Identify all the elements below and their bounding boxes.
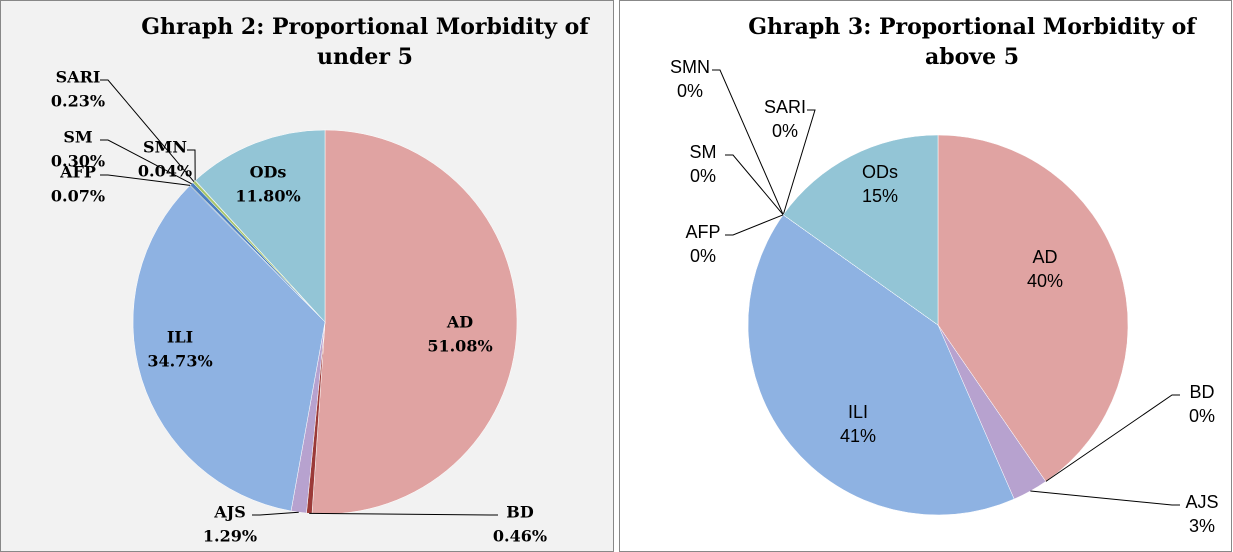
chart-title: Ghraph 3: Proportional Morbidity of above… <box>748 14 1197 70</box>
slice-value-label: 0.46% <box>493 527 547 546</box>
slice-label: ODs <box>862 162 898 182</box>
pie-slice <box>937 134 1129 482</box>
slice-value-label: 0% <box>690 246 716 266</box>
pie-slice <box>194 129 326 323</box>
pie-slice <box>747 214 1015 516</box>
slice-label: SM <box>63 128 92 147</box>
slice-value-label: 0.07% <box>51 187 105 206</box>
slice-label: ODs <box>250 163 287 182</box>
leader-line <box>1045 394 1180 482</box>
slice-value-label: 0.23% <box>51 92 105 111</box>
pie-slice <box>311 129 518 515</box>
slice-label: SM <box>690 142 717 162</box>
slice-value-label: 0% <box>772 121 798 141</box>
slice-label: AFP <box>685 222 720 242</box>
leader-line <box>100 79 195 182</box>
chart: Ghraph 3: Proportional Morbidity of above… <box>670 14 1219 536</box>
leader-line <box>100 174 191 186</box>
slice-value-label: 40% <box>1027 271 1063 291</box>
leader-line <box>712 69 784 215</box>
pie-slice <box>782 134 939 326</box>
slice-value-label: 1.29% <box>203 527 257 546</box>
leader-line <box>725 154 784 216</box>
slice-label: BD <box>506 503 534 522</box>
leader-line <box>252 511 299 516</box>
slice-value-label: 0% <box>690 166 716 186</box>
leader-line <box>100 139 192 185</box>
slice-label: SMN <box>143 138 187 157</box>
slice-value-label: 41% <box>840 426 876 446</box>
pie-slice <box>132 185 326 512</box>
slice-label: SARI <box>764 97 806 117</box>
slice-label: AJS <box>213 503 246 522</box>
slice-value-label: 34.73% <box>147 352 212 371</box>
slice-value-label: 0% <box>1189 406 1215 426</box>
slice-label: AD <box>446 313 473 332</box>
slice-label: AD <box>1032 247 1057 267</box>
leader-line <box>1030 490 1180 506</box>
slice-label: SMN <box>670 57 710 77</box>
chart-title: Ghraph 2: Proportional Morbidity of under… <box>141 14 590 70</box>
slice-value-label: 15% <box>862 186 898 206</box>
slice-label: AJS <box>1185 492 1218 512</box>
leader-line <box>782 109 816 215</box>
slice-value-label: 0.04% <box>138 162 192 181</box>
slice-label: BD <box>1189 382 1214 402</box>
slice-value-label: 51.08% <box>427 337 492 356</box>
slice-label: SARI <box>56 68 101 87</box>
slice-value-label: 3% <box>1189 516 1215 536</box>
leader-line <box>187 149 196 181</box>
leader-line <box>725 214 784 236</box>
slice-label: ILI <box>848 402 868 422</box>
slice-value-label: 11.80% <box>235 187 300 206</box>
chart: Ghraph 2: Proportional Morbidity of under… <box>51 14 590 546</box>
slice-label: ILI <box>167 328 193 347</box>
slice-value-label: 0% <box>677 81 703 101</box>
slice-label: AFP <box>59 163 96 182</box>
leader-line <box>309 512 498 516</box>
slice-value-label: 0.30% <box>51 152 105 171</box>
